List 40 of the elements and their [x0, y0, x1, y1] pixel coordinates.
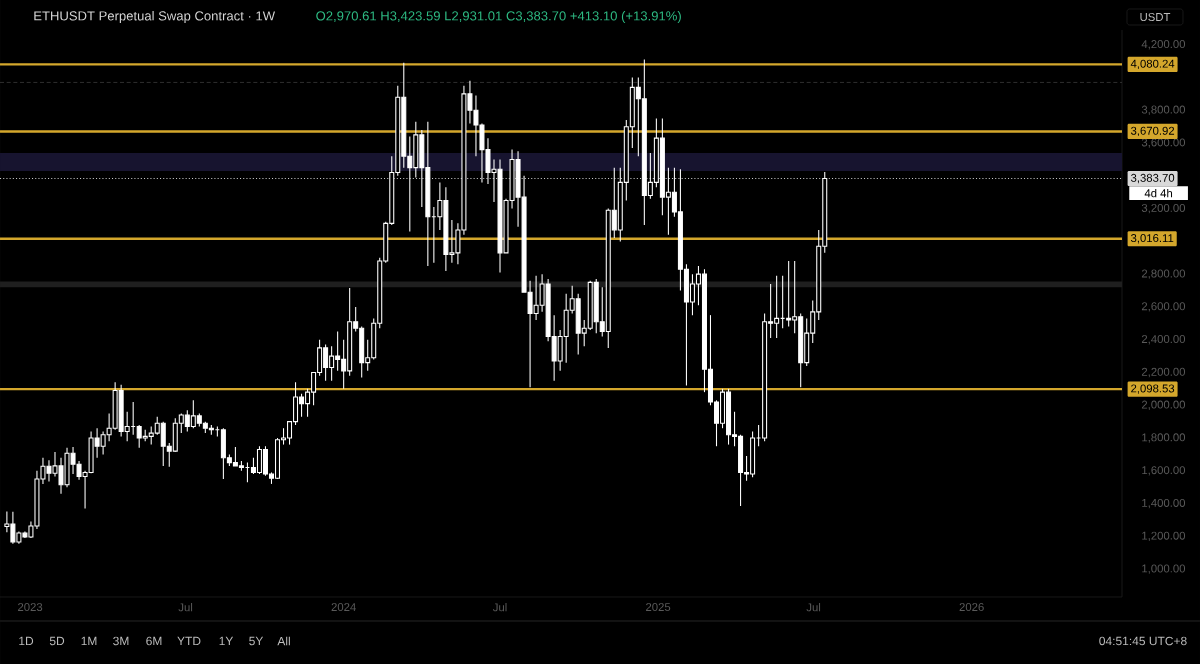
y-tick-label: 3,800.00: [1141, 105, 1186, 115]
y-tick-label: 1,600.00: [1142, 466, 1186, 476]
y-tick-label: 2,800.00: [1141, 269, 1186, 279]
ref-line-label: 4,080.24: [1130, 59, 1175, 70]
x-tick-label: Jul: [178, 603, 193, 612]
x-tick-label: 2026: [959, 603, 984, 612]
y-tick-label: 1,200.00: [1142, 531, 1186, 542]
x-tick-label: 2023: [18, 603, 43, 612]
y-tick-label: 4,200.00: [1141, 40, 1186, 50]
x-tick-label: Jul: [806, 603, 821, 612]
text: 5Y: [249, 636, 264, 646]
x-tick-label: 2025: [646, 603, 671, 612]
text: USDT: [1140, 12, 1171, 21]
y-tick-label: 3,200.00: [1141, 203, 1186, 214]
ref-line-label: 3,016.11: [1130, 234, 1174, 244]
y-tick-label: 2,400.00: [1141, 335, 1186, 345]
text: 04:51:45 UTC+8: [1099, 636, 1187, 646]
ref-line-label: 3,670.92: [1130, 126, 1175, 137]
text: 3M: [113, 636, 129, 646]
x-tick-label: 2024: [331, 603, 356, 612]
text: 1Y: [219, 636, 234, 646]
text: 4d 4h: [1144, 188, 1173, 198]
text: 5D: [49, 636, 65, 646]
text: 1D: [19, 636, 34, 646]
y-tick-label: 2,000.00: [1141, 400, 1186, 410]
text: 1M: [81, 636, 97, 646]
text: All: [277, 636, 290, 646]
ref-line-label: 2,098.53: [1131, 384, 1175, 394]
ref-line-label: 3,383.70: [1130, 173, 1175, 184]
chart-subtitle: O2,970.61 H3,423.59 L2,931.01 C3,383.70 +413.10 (+13.91%): [316, 10, 681, 24]
x-tick-label: Jul: [492, 603, 507, 612]
text: YTD: [177, 636, 201, 646]
text: 6M: [146, 636, 162, 646]
chart-title: ETHUSDT Perpetual Swap Contract · 1W: [34, 10, 276, 24]
y-tick-label: 1,000.00: [1142, 564, 1186, 574]
y-tick-label: 2,600.00: [1141, 302, 1186, 312]
y-tick-label: 1,400.00: [1142, 498, 1186, 509]
y-tick-label: 2,200.00: [1141, 367, 1186, 378]
y-tick-label: 1,800.00: [1142, 433, 1186, 443]
y-tick-label: 3,600.00: [1141, 138, 1186, 148]
